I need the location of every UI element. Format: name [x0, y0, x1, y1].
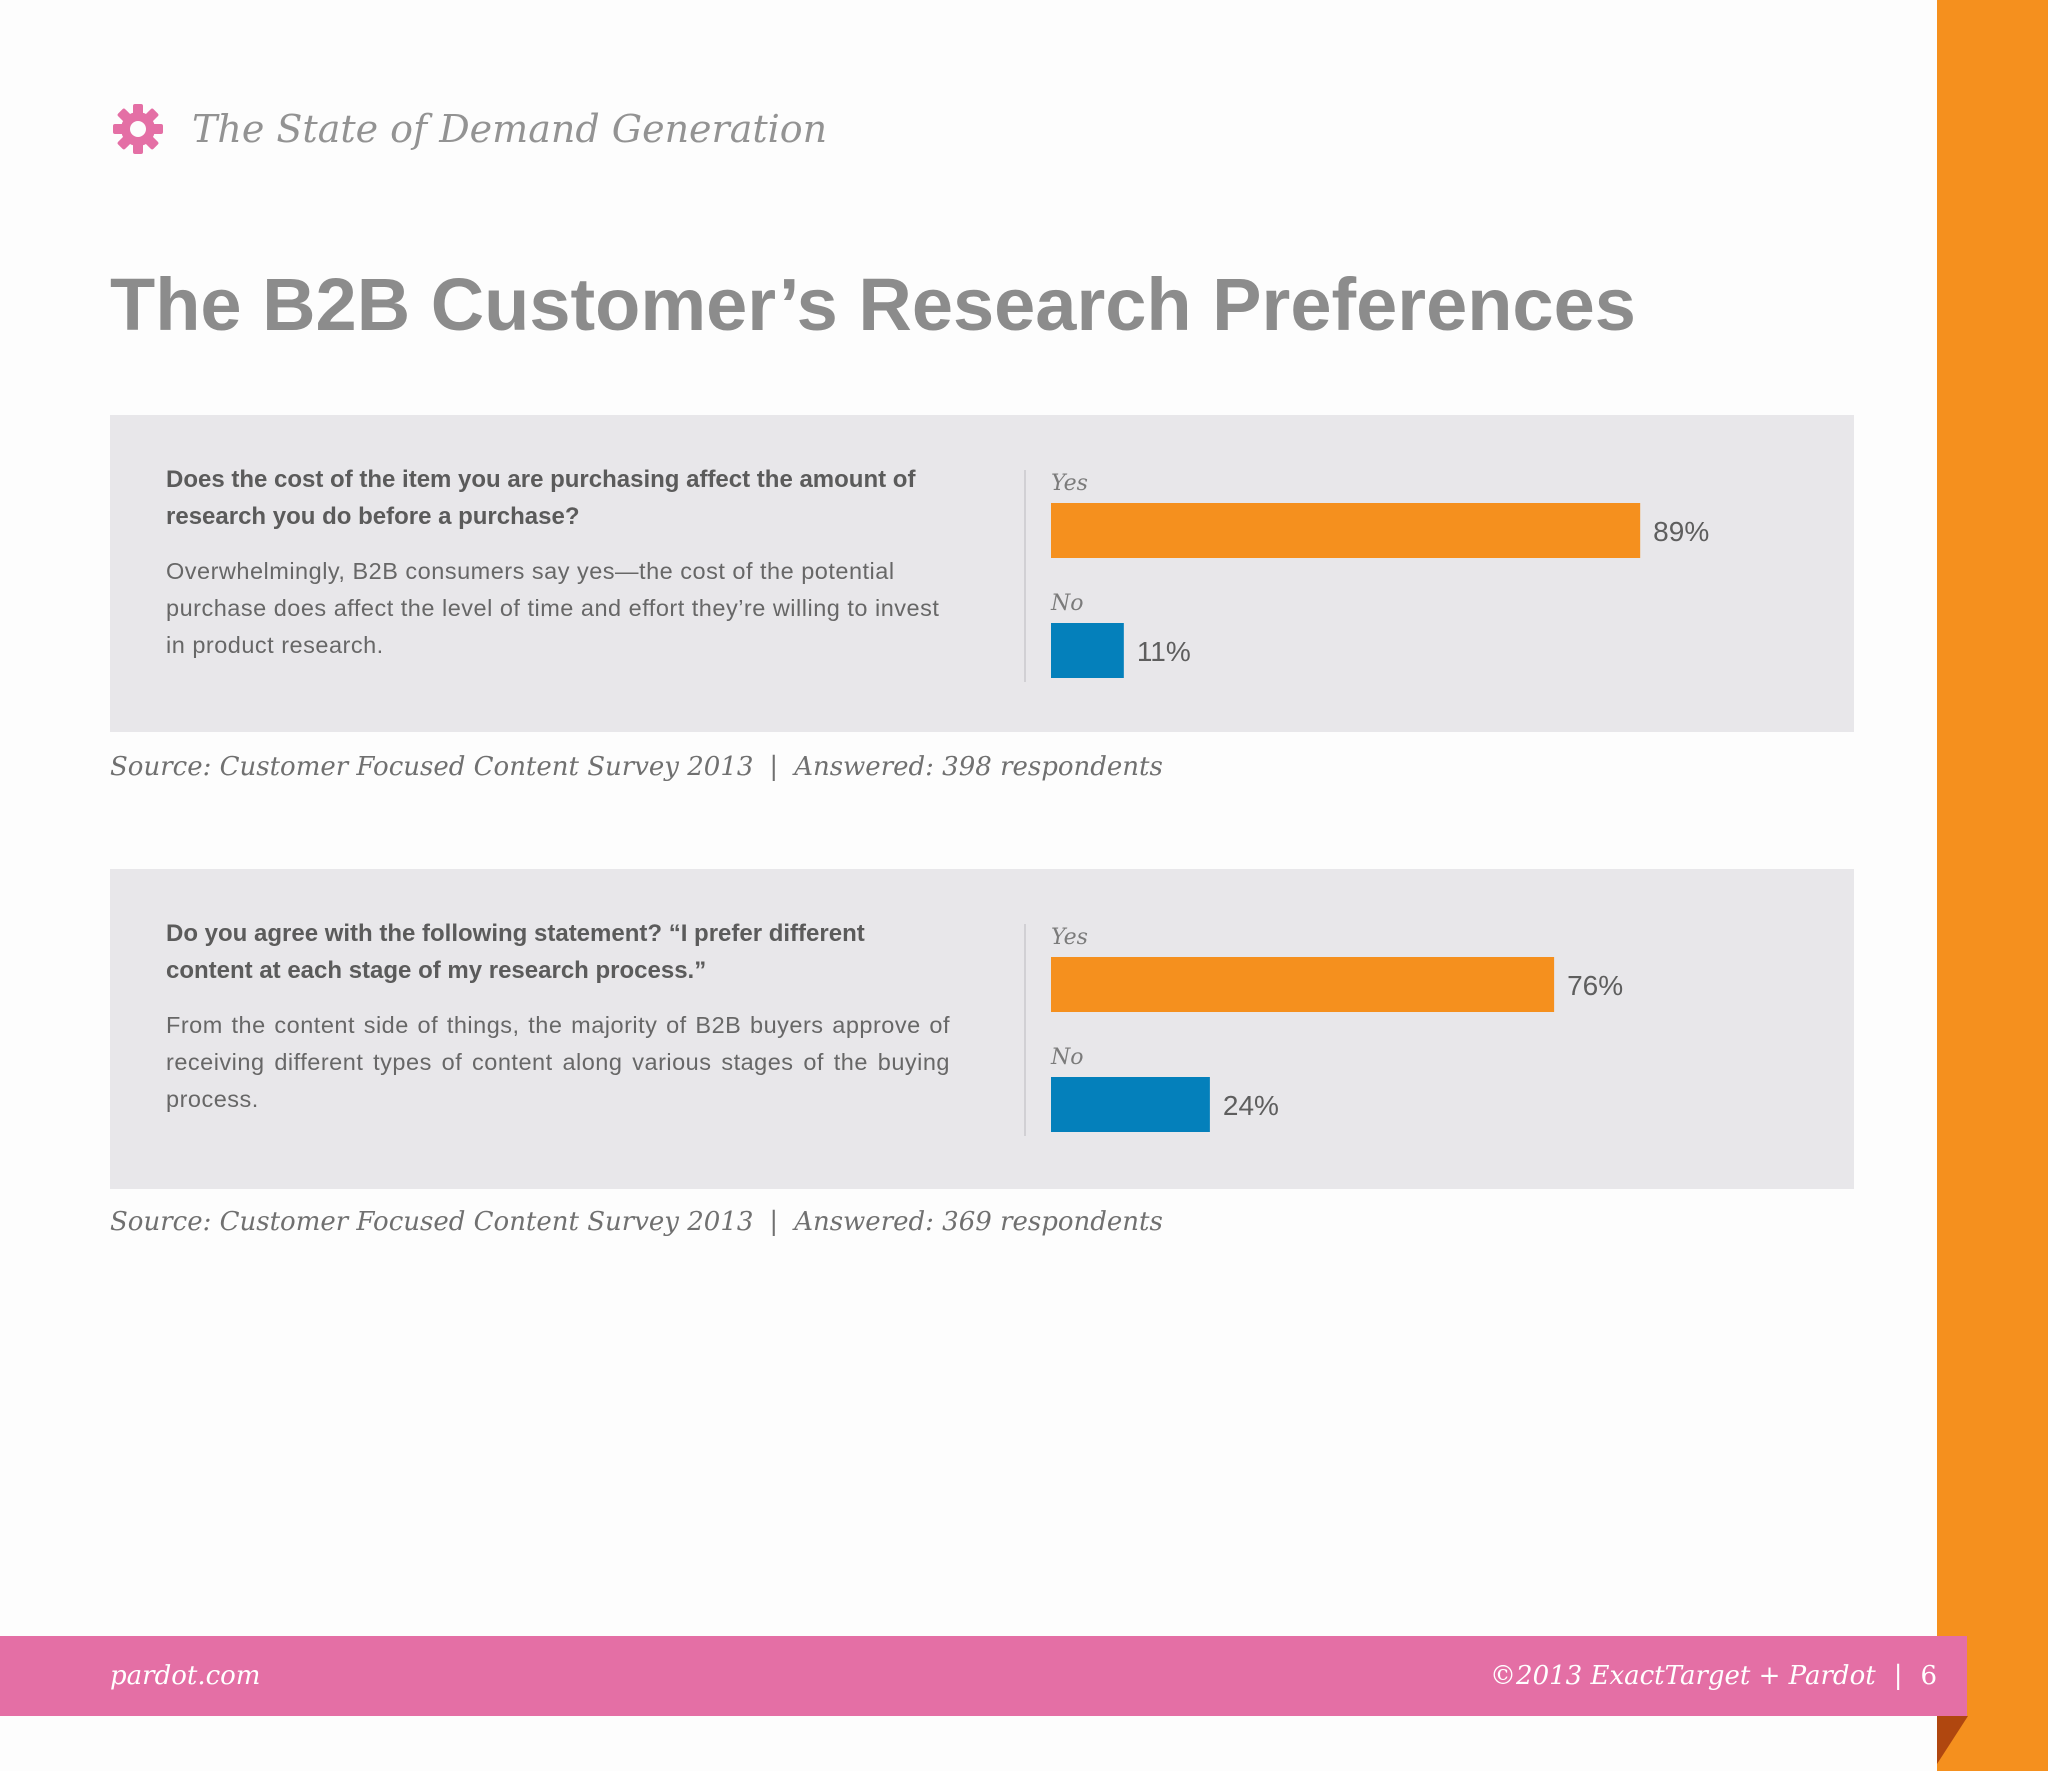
- bar-category-label: Yes: [1051, 925, 1088, 950]
- footer-copyright: ©2013 ExactTarget + Pardot: [1490, 1661, 1876, 1691]
- header-title: The State of Demand Generation: [192, 107, 828, 151]
- survey-panel-1: Does the cost of the item you are purcha…: [110, 415, 1854, 732]
- survey-question: Do you agree with the following statemen…: [166, 920, 865, 984]
- source-text: Source: Customer Focused Content Survey …: [110, 752, 754, 782]
- bar-category-label: Yes: [1051, 471, 1088, 496]
- bar-no: [1051, 623, 1124, 678]
- survey-panel-2: Do you agree with the following statemen…: [110, 869, 1854, 1189]
- source-separator: |: [769, 752, 779, 782]
- source-text: Source: Customer Focused Content Survey …: [110, 1207, 754, 1237]
- bar-value-label: 89%: [1653, 516, 1709, 547]
- source-line-1: Source: Customer Focused Content Survey …: [110, 752, 1163, 782]
- bar-value-label: 24%: [1223, 1090, 1279, 1121]
- page-number: 6: [1920, 1661, 1937, 1691]
- bar-category-label: No: [1050, 1045, 1084, 1070]
- bar-value-label: 76%: [1567, 970, 1623, 1001]
- answered-text: Answered: 369 respondents: [794, 1207, 1163, 1237]
- bar-yes: [1051, 957, 1555, 1012]
- bar-yes: [1051, 503, 1641, 558]
- footer-bar: pardot.com ©2013 ExactTarget + Pardot | 6: [0, 1636, 1967, 1716]
- answered-text: Answered: 398 respondents: [794, 752, 1163, 782]
- source-separator: |: [769, 1207, 779, 1237]
- gear-icon: [113, 104, 163, 154]
- footer-separator: |: [1893, 1661, 1903, 1691]
- bar-no: [1051, 1077, 1210, 1132]
- header: The State of Demand Generation: [110, 96, 827, 162]
- panel-text-1: Does the cost of the item you are purcha…: [166, 461, 950, 664]
- page-title: The B2B Customer’s Research Preferences: [110, 263, 1636, 346]
- page-fold-corner: [1937, 1716, 1968, 1764]
- survey-answer: Overwhelmingly, B2B consumers say yes—th…: [166, 558, 940, 658]
- footer-site-link[interactable]: pardot.com: [110, 1661, 261, 1691]
- panel-text-2: Do you agree with the following statemen…: [166, 915, 950, 1118]
- bar-category-label: No: [1050, 591, 1084, 616]
- side-stripe: [1937, 0, 2048, 1771]
- source-line-2: Source: Customer Focused Content Survey …: [110, 1207, 1163, 1237]
- bar-chart-1: Yes 89% No 11%: [1024, 470, 1709, 682]
- survey-answer: From the content side of things, the maj…: [166, 1012, 950, 1112]
- bar-chart-2: Yes 76% No 24%: [1024, 924, 1623, 1136]
- survey-question: Does the cost of the item you are purcha…: [166, 466, 916, 530]
- bar-value-label: 11%: [1137, 636, 1191, 667]
- footer-right: ©2013 ExactTarget + Pardot | 6: [1490, 1636, 1937, 1716]
